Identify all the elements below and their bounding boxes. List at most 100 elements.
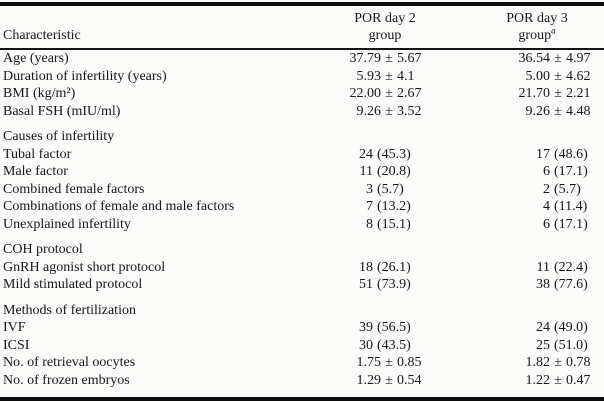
table-row: BMI (kg/m²) 22.00 ±2.67 21.70 ±2.21	[0, 85, 604, 103]
characteristic-label: Basal FSH (mIU/ml)	[3, 103, 121, 119]
cell-value: 24 (45.3)	[359, 146, 411, 162]
table-row: ICSI 30 (43.5) 25 (51.0)	[0, 337, 604, 355]
cell-value: 1.29 ±0.54	[356, 372, 422, 388]
cell-value: 5.00 ±4.62	[525, 68, 591, 84]
por-day2-value: 9.26 ±3.52	[300, 103, 470, 121]
cell-value: 25 (51.0)	[536, 337, 588, 353]
header-por-day2-group: POR day 2 group	[300, 4, 470, 50]
por-day3-value: 9.26 ±4.48	[470, 103, 604, 121]
por-day3-value: 6 (17.1)	[470, 216, 604, 234]
table-row: No. of frozen embryos 1.29 ±0.54 1.22 ±0.47	[0, 372, 604, 400]
cell-value: 4 (11.4)	[543, 199, 588, 214]
cell-value: 1.22 ±0.47	[525, 372, 591, 388]
por-day2-value: 37.79 ±5.67	[300, 49, 470, 68]
cell-value: 5.93 ±4.1	[356, 68, 415, 84]
cell-value: 6 (17.1)	[543, 164, 588, 179]
header-por-day3-group: POR day 3 groupa	[470, 4, 604, 50]
header-por-day2-line1: POR day 2	[354, 11, 416, 26]
por-day2-value: 11 (20.8)	[300, 163, 470, 181]
por-day3-value: 17 (48.6)	[470, 146, 604, 164]
table-row: Basal FSH (mIU/ml) 9.26 ±3.52 9.26 ±4.48	[0, 103, 604, 121]
cell-value: 7 (13.2)	[366, 199, 411, 214]
section-row: COH protocol	[0, 233, 604, 259]
cell-value: 1.75 ±0.85	[356, 355, 422, 370]
characteristic-label: No. of frozen embryos	[3, 372, 130, 388]
por-day2-value: 1.75 ±0.85	[300, 354, 470, 372]
section-label: Causes of infertility	[3, 129, 115, 144]
table-row: Duration of infertility (years) 5.93 ±4.1 5…	[0, 68, 604, 86]
cell-value: 2 (5.7)	[543, 181, 581, 197]
characteristic-label: ICSI	[3, 337, 30, 353]
table-row: GnRH agonist short protocol 18 (26.1) 11 (22…	[0, 259, 604, 277]
cell-value: 11 (22.4)	[536, 259, 588, 275]
por-day2-value: 18 (26.1)	[300, 259, 470, 277]
cell-value: 11 (20.8)	[359, 164, 411, 179]
table-row: Mild stimulated protocol 51 (73.9) 38 (77.6)	[0, 276, 604, 294]
cell-value: 22.00 ±2.67	[349, 86, 422, 101]
cell-value: 9.26 ±3.52	[356, 103, 422, 119]
table-row: Age (years) 37.79 ±5.67 36.54 ±4.97	[0, 49, 604, 68]
cell-value: 38 (77.6)	[536, 277, 588, 292]
characteristic-label: Unexplained infertility	[3, 216, 131, 232]
por-day3-value: 36.54 ±4.97	[470, 49, 604, 68]
header-por-day2-line2: group	[368, 27, 402, 43]
por-day3-value: 6 (17.1)	[470, 163, 604, 181]
por-day3-value: 2 (5.7)	[470, 181, 604, 199]
por-day3-value: 21.70 ±2.21	[470, 85, 604, 103]
cell-value: 37.79 ±5.67	[349, 51, 422, 66]
characteristic-label: IVF	[3, 320, 26, 335]
section-row: Methods of fertilization	[0, 294, 604, 320]
header-row: Characteristic POR day 2 group POR day 3…	[0, 4, 604, 50]
table-header: Characteristic POR day 2 group POR day 3…	[0, 4, 604, 50]
cell-value: 39 (56.5)	[359, 320, 411, 335]
table-row: No. of retrieval oocytes 1.75 ±0.85 1.82 ±0.…	[0, 354, 604, 372]
por-day2-value: 8 (15.1)	[300, 216, 470, 234]
table-row: Male factor 11 (20.8) 6 (17.1)	[0, 163, 604, 181]
table-row: IVF 39 (56.5) 24 (49.0)	[0, 319, 604, 337]
por-day2-value: 7 (13.2)	[300, 198, 470, 216]
footnote-marker-a: a	[551, 24, 556, 35]
characteristic-label: Mild stimulated protocol	[3, 277, 143, 292]
por-day2-value: 22.00 ±2.67	[300, 85, 470, 103]
table-row: Tubal factor 24 (45.3) 17 (48.6)	[0, 146, 604, 164]
table-row: Combined female factors 3 (5.7) 2 (5.7)	[0, 181, 604, 199]
header-por-day3-line2: group	[518, 27, 552, 43]
characteristic-label: Age (years)	[3, 51, 69, 66]
cell-value: 6 (17.1)	[543, 216, 588, 232]
table-row: Combinations of female and male factors 7…	[0, 198, 604, 216]
cell-value: 51 (73.9)	[359, 277, 411, 292]
table-body: Age (years) 37.79 ±5.67 36.54 ±4.97 Duration …	[0, 49, 604, 399]
cell-value: 1.82 ±0.78	[525, 355, 591, 370]
characteristic-label: No. of retrieval oocytes	[3, 355, 136, 370]
por-day2-value: 3 (5.7)	[300, 181, 470, 199]
cell-value: 21.70 ±2.21	[518, 86, 591, 101]
por-day2-value: 39 (56.5)	[300, 319, 470, 337]
por-day3-value: 38 (77.6)	[470, 276, 604, 294]
por-day3-value: 1.82 ±0.78	[470, 354, 604, 372]
por-day3-value: 1.22 ±0.47	[470, 372, 604, 400]
cell-value: 9.26 ±4.48	[525, 103, 591, 119]
section-label: COH protocol	[3, 242, 83, 257]
cell-value: 18 (26.1)	[359, 259, 411, 275]
por-day3-value: 25 (51.0)	[470, 337, 604, 355]
section-row: Causes of infertility	[0, 120, 604, 146]
cell-value: 17 (48.6)	[536, 146, 588, 162]
characteristic-label: GnRH agonist short protocol	[3, 259, 166, 275]
por-day2-value: 24 (45.3)	[300, 146, 470, 164]
section-label: Methods of fertilization	[3, 302, 136, 318]
por-day2-value: 30 (43.5)	[300, 337, 470, 355]
characteristic-label: Duration of infertility (years)	[3, 68, 167, 84]
characteristic-label: Combined female factors	[3, 181, 145, 197]
header-por-day3-line1: POR day 3	[506, 11, 568, 26]
por-day3-value: 11 (22.4)	[470, 259, 604, 277]
por-day3-value: 24 (49.0)	[470, 319, 604, 337]
characteristic-label: Male factor	[3, 164, 68, 179]
cell-value: 36.54 ±4.97	[518, 51, 591, 66]
por-day2-value: 51 (73.9)	[300, 276, 470, 294]
header-characteristic: Characteristic	[0, 4, 300, 50]
characteristic-label: Tubal factor	[3, 146, 72, 162]
cell-value: 30 (43.5)	[359, 337, 411, 353]
por-day2-value: 1.29 ±0.54	[300, 372, 470, 400]
